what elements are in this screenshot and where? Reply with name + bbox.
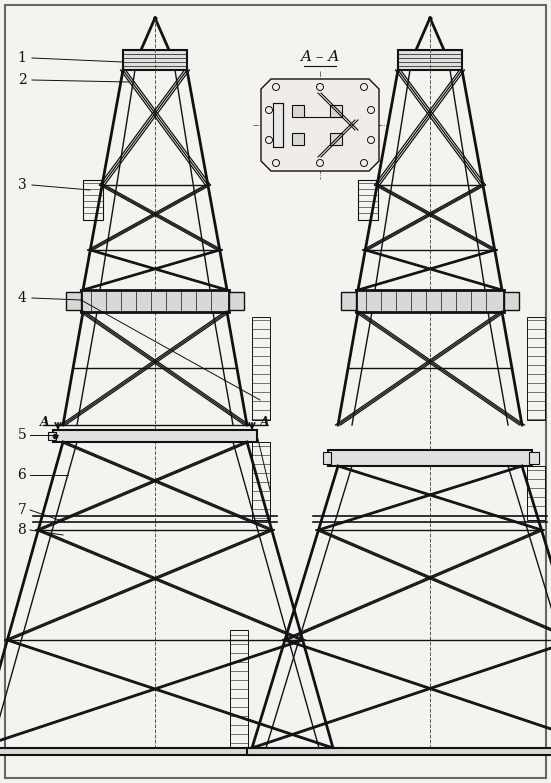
- Text: 4: 4: [18, 291, 26, 305]
- Bar: [81, 290, 229, 312]
- Bar: [66, 292, 81, 310]
- Bar: [252, 442, 270, 520]
- Text: 5: 5: [18, 428, 26, 442]
- Text: 8: 8: [18, 523, 26, 537]
- Bar: [527, 317, 545, 420]
- Bar: [527, 466, 545, 520]
- Bar: [229, 292, 244, 310]
- Bar: [123, 50, 187, 70]
- Polygon shape: [261, 79, 379, 171]
- Bar: [292, 133, 304, 145]
- Text: A: A: [40, 416, 50, 428]
- Text: 1: 1: [18, 51, 26, 65]
- Text: 7: 7: [18, 503, 26, 517]
- Bar: [230, 630, 248, 748]
- Bar: [292, 105, 304, 117]
- Text: 2: 2: [18, 73, 26, 87]
- Bar: [83, 180, 103, 220]
- Text: 6: 6: [18, 468, 26, 482]
- Bar: [273, 103, 283, 147]
- Bar: [356, 290, 504, 312]
- Bar: [328, 450, 532, 466]
- Text: A – A: A – A: [300, 50, 339, 64]
- Bar: [330, 105, 342, 117]
- Bar: [48, 432, 56, 440]
- Bar: [398, 50, 462, 70]
- Bar: [252, 317, 270, 420]
- Bar: [53, 430, 257, 442]
- Bar: [0, 748, 338, 755]
- Text: A: A: [260, 416, 270, 428]
- Bar: [323, 452, 331, 464]
- Text: 3: 3: [18, 178, 26, 192]
- Bar: [358, 180, 378, 220]
- Bar: [529, 452, 539, 464]
- Bar: [330, 133, 342, 145]
- Bar: [247, 748, 551, 755]
- Bar: [504, 292, 519, 310]
- Bar: [341, 292, 356, 310]
